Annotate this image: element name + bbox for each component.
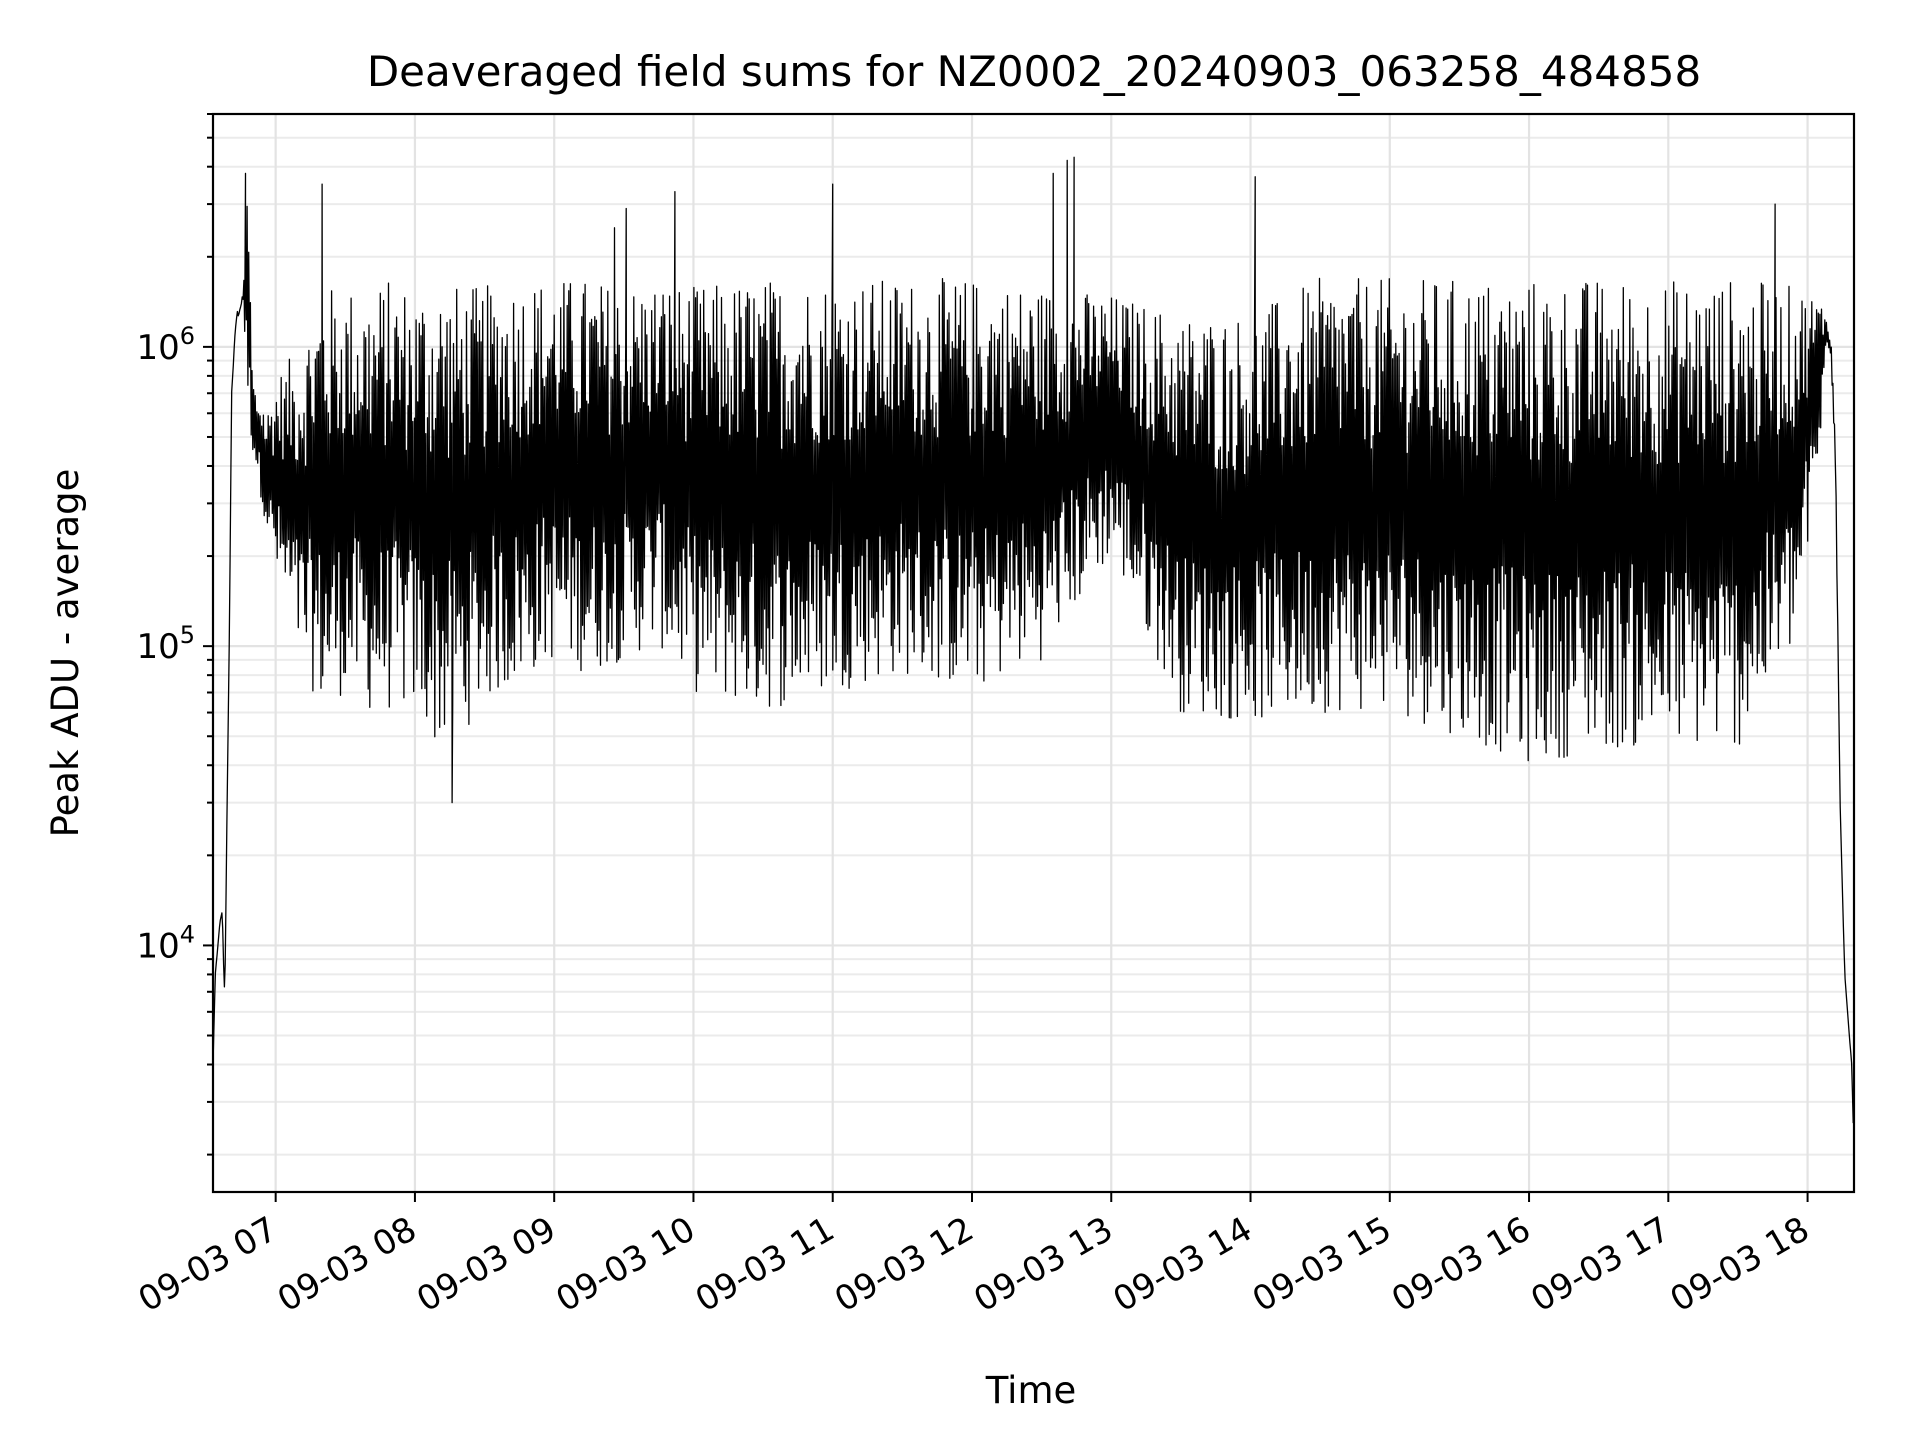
series-line (212, 156, 1854, 1124)
y-tick-label: 106 (136, 322, 195, 368)
y-tick-label: 105 (136, 621, 195, 667)
y-tick-base: 10 (136, 328, 179, 368)
chart-title: Deaveraged field sums for NZ0002_2024090… (367, 47, 1701, 96)
x-axis-label: Time (985, 1369, 1077, 1412)
y-tick-label: 104 (136, 920, 195, 966)
y-tick-base: 10 (136, 627, 179, 667)
y-tick-base: 10 (136, 926, 179, 966)
y-axis-label: Peak ADU - average (44, 469, 87, 838)
series-group (212, 156, 1854, 1124)
y-tick-exponent: 4 (180, 920, 195, 948)
y-tick-exponent: 6 (180, 322, 195, 350)
y-tick-exponent: 5 (180, 621, 195, 649)
plot-frame (211, 112, 1856, 1194)
